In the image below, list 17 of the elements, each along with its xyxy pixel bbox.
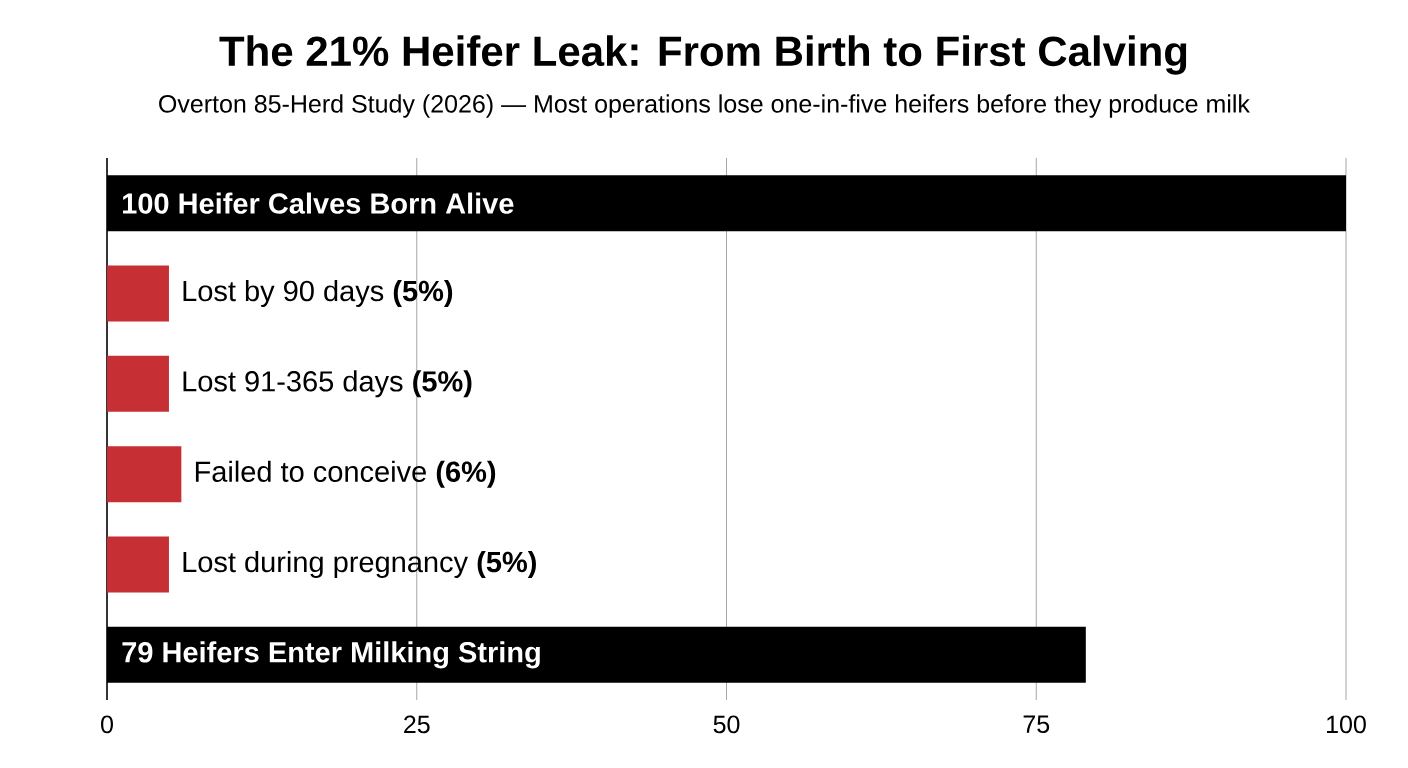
x-tick-label: 50 [713,715,740,734]
y-tick-label: Lost during pregnancy (5%) [183,550,536,579]
y-tick-label: Lost 91-365 days (5%) [183,370,472,398]
x-tick-label: 0 [101,715,113,734]
x-tick-label: 100 [1327,715,1366,734]
y-tick-label: Lost by 90 days (5%) [183,279,453,308]
chart-title: The 21% Heifer Leak: From Birth to First Calving [219,35,1187,75]
x-tick-label: 75 [1023,715,1050,733]
chart-subtitle: Overton 85-Herd Study (2026) — Most operations lose one-in-five heifers before they produce milk [159,94,1250,118]
x-tick-label: 25 [404,715,430,734]
y-tick-label: Failed to conceive (6%) [195,460,496,488]
y-tick-label: 79 Heifers Enter Milking String [122,641,540,669]
bar [107,446,182,503]
y-tick-label: 100 Heifer Calves Born Alive [123,192,514,214]
bar [107,536,169,593]
bar [107,355,169,412]
bar [107,265,169,322]
